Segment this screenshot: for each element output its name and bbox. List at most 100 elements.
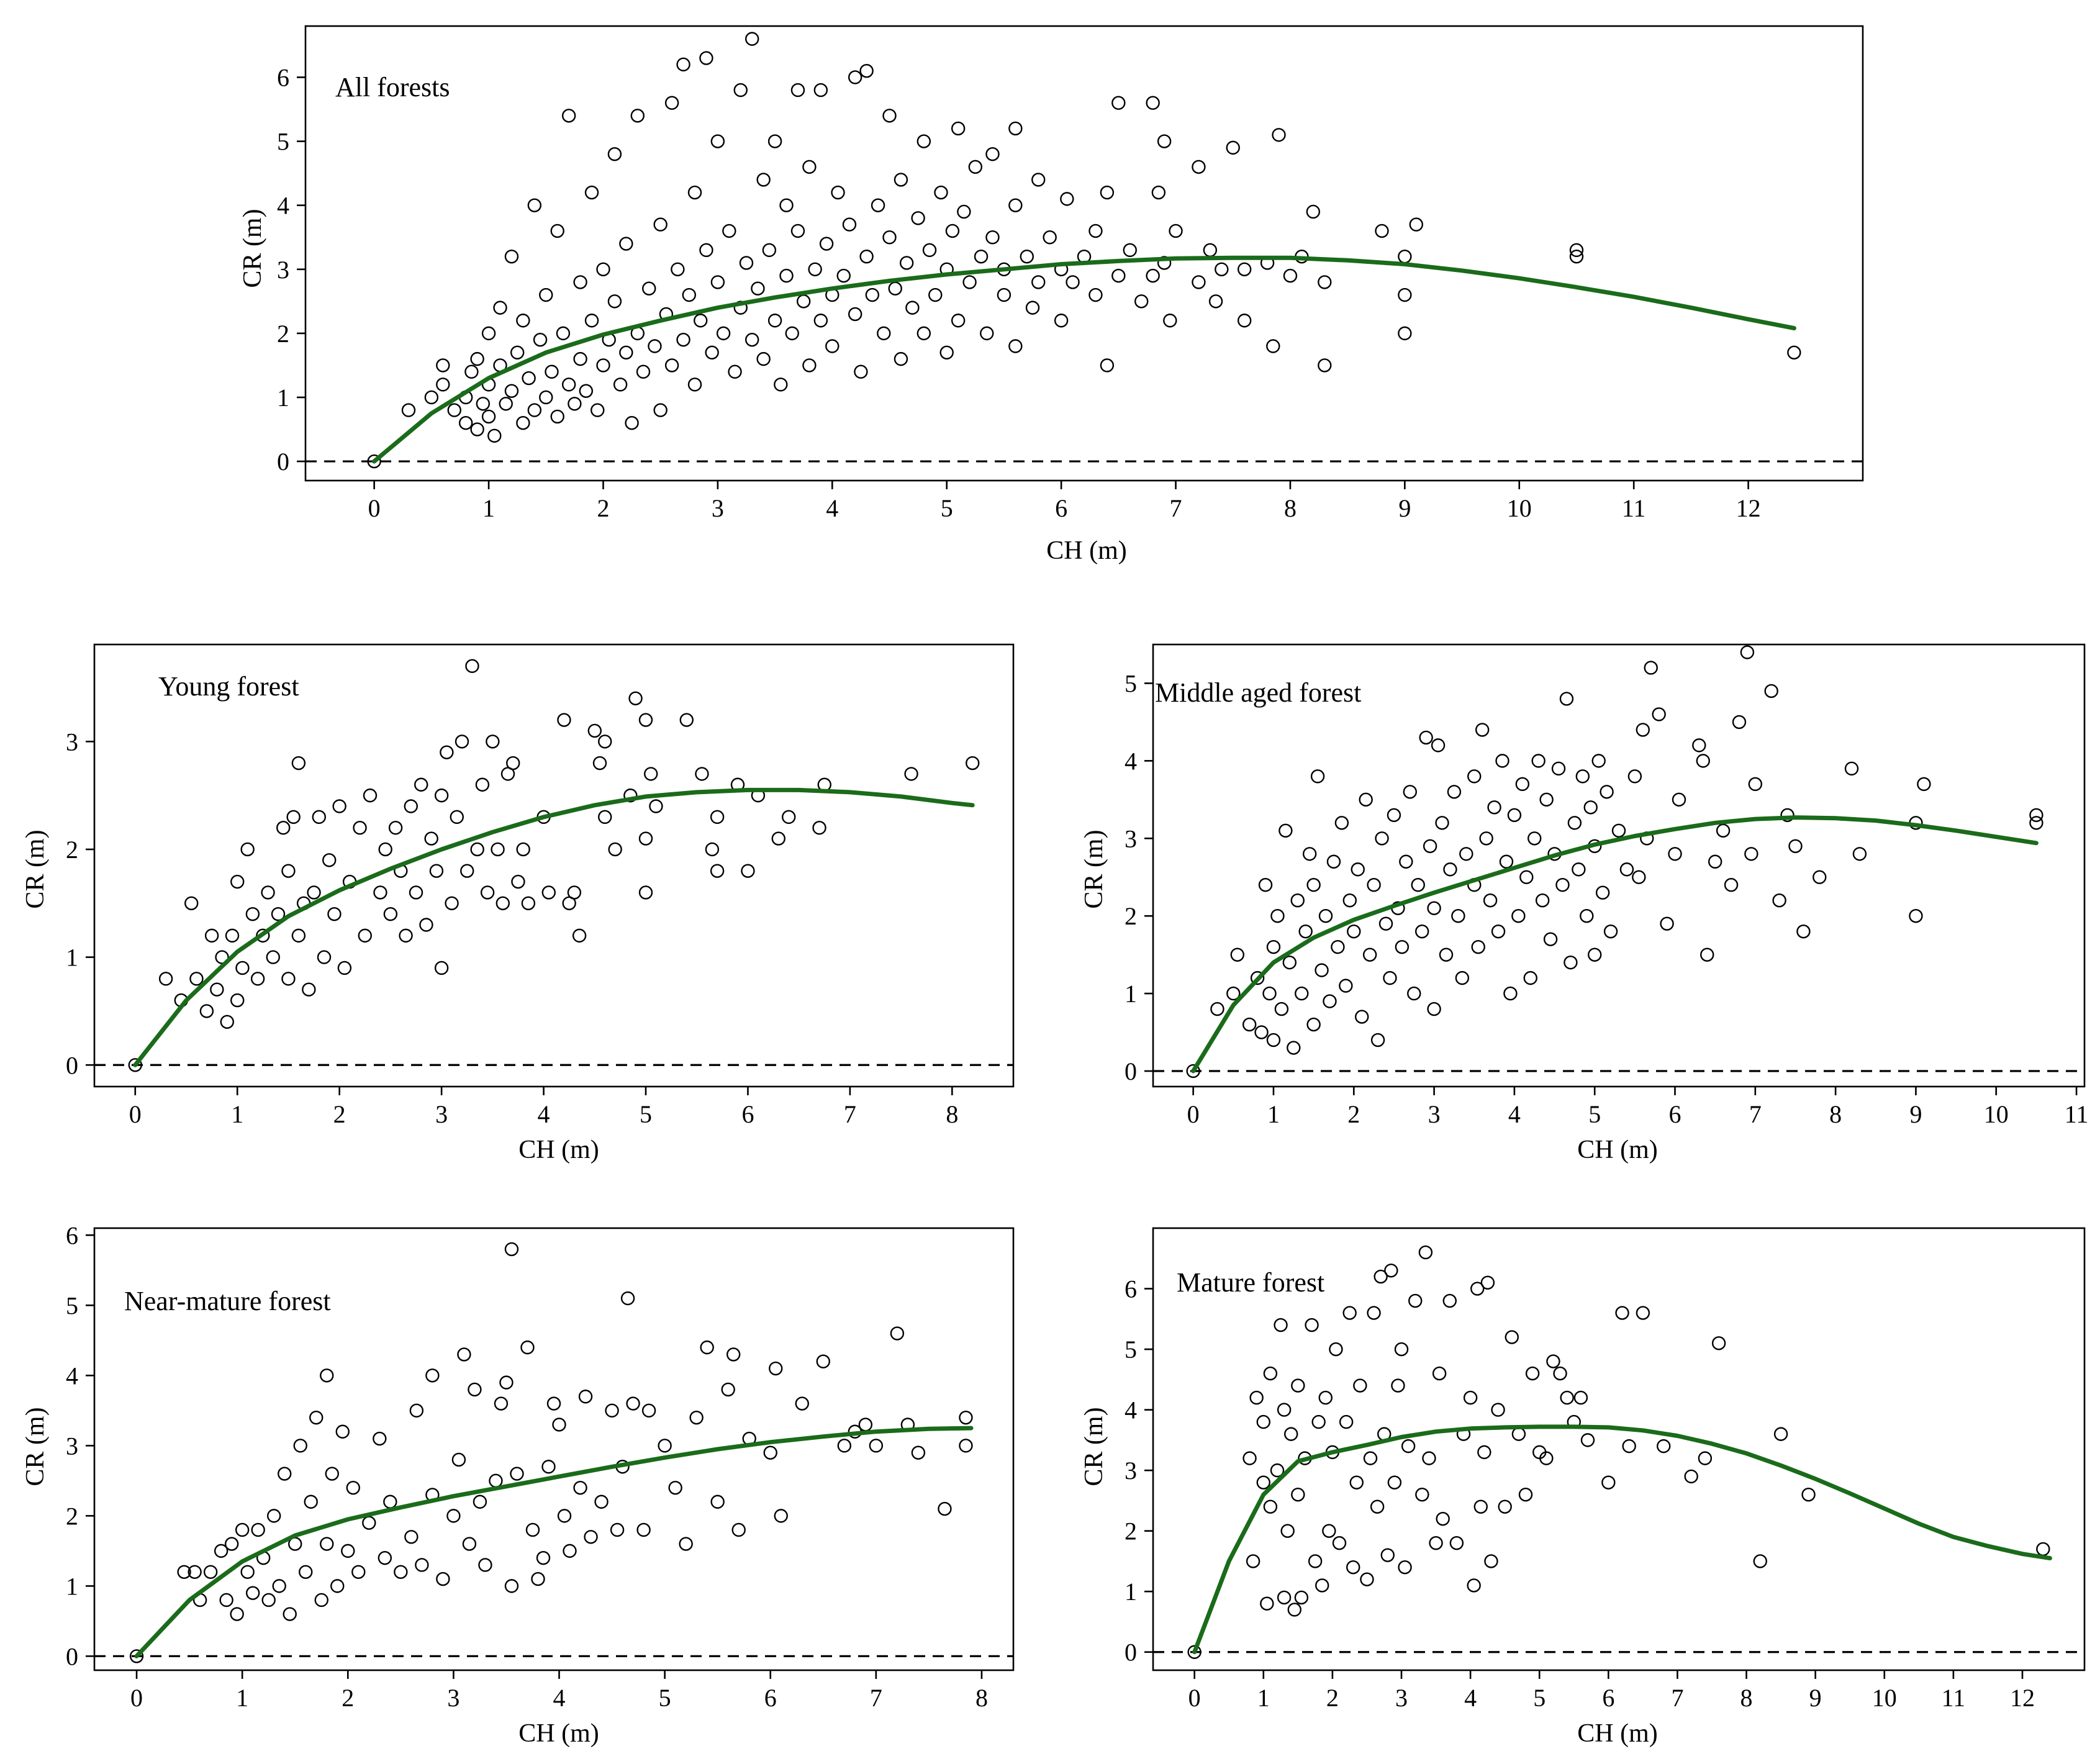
data-point [668,1480,682,1495]
data-point [1559,692,1574,706]
data-point [664,96,679,110]
data-point [546,1396,561,1411]
data-point [642,281,656,296]
data-point [1249,1390,1264,1405]
data-point [533,332,548,347]
x-tick-label: 7 [1749,1100,1762,1128]
data-point [1134,294,1149,309]
data-point [779,268,794,283]
data-point [1339,1414,1354,1429]
data-point [1483,893,1498,908]
x-tick-label: 10 [1507,494,1532,522]
data-point [596,358,610,373]
data-point [1192,160,1206,174]
data-point [1370,1499,1385,1514]
data-point [1684,1469,1698,1484]
data-point [816,1354,830,1368]
data-point [1511,908,1526,923]
data-point [358,928,372,943]
data-point [1495,754,1509,768]
data-point [445,896,459,910]
data-point [700,1340,714,1355]
data-point [658,1439,672,1453]
data-point [450,810,464,825]
data-point [795,1396,809,1411]
data-point [1263,1366,1278,1381]
data-point [767,134,782,148]
data-point [425,1368,440,1383]
data-point [1260,1596,1274,1611]
data-point [1569,243,1584,258]
data-point [687,185,702,200]
data-point [1564,955,1578,970]
x-tick-label: 8 [946,1100,958,1128]
data-point [1724,878,1739,892]
data-point [584,1530,598,1544]
data-point [1394,1342,1409,1357]
data-point [1467,769,1482,784]
data-point [230,874,245,889]
data-point [905,301,920,315]
x-tick-label: 2 [333,1100,346,1128]
data-point [1157,256,1172,270]
data-point [1525,1366,1540,1381]
data-point [184,896,199,910]
data-point [904,767,918,781]
data-point [1436,1511,1450,1526]
data-point [1657,1439,1671,1454]
data-point [625,416,639,430]
x-tick-label: 1 [236,1684,248,1712]
data-point [557,713,571,727]
x-tick-label: 11 [2065,1100,2089,1128]
data-point [545,364,559,379]
y-tick-label: 5 [1125,669,1137,697]
data-point [1652,707,1666,721]
data-point [1484,1554,1498,1568]
data-point [1470,1282,1485,1296]
data-point [404,1530,419,1544]
data-point [1708,854,1722,869]
data-point [1208,294,1223,309]
data-point [1363,1451,1378,1465]
data-point [1408,1293,1423,1308]
data-point [1279,823,1293,838]
data-point [1668,847,1682,861]
data-point [687,378,702,392]
y-tick-label: 4 [1125,747,1137,775]
panel-title: Mature forest [1177,1267,1324,1298]
data-point [985,230,1000,245]
data-point [1306,878,1321,892]
x-axis-label: CH (m) [518,1136,599,1164]
panel-title: All forests [335,72,450,102]
data-point [1539,1451,1554,1465]
data-point [325,1467,339,1481]
data-point [539,390,553,405]
x-tick-label: 3 [1428,1100,1441,1128]
data-point [679,1537,693,1551]
data-point [653,217,668,232]
data-point [1306,204,1321,219]
panel-title: Near-mature forest [124,1286,331,1316]
data-point [1700,947,1714,962]
data-point [591,403,605,417]
data-point [763,1445,777,1460]
data-point [1619,862,1634,877]
data-point [1507,808,1522,823]
data-point [1515,777,1530,792]
data-point [813,83,828,97]
data-point [1256,1475,1270,1490]
data-point [578,1390,593,1404]
data-point [638,713,653,727]
x-tick-label: 3 [712,494,724,522]
data-point [278,1467,292,1481]
data-point [541,885,556,900]
data-point [899,256,914,270]
x-tick-label: 8 [1740,1684,1753,1712]
data-point [1334,816,1349,830]
data-point [1146,268,1160,283]
data-point [676,332,690,347]
data-point [353,821,367,835]
data-point [1322,1524,1336,1538]
data-point [240,842,255,857]
data-point [1237,314,1252,328]
